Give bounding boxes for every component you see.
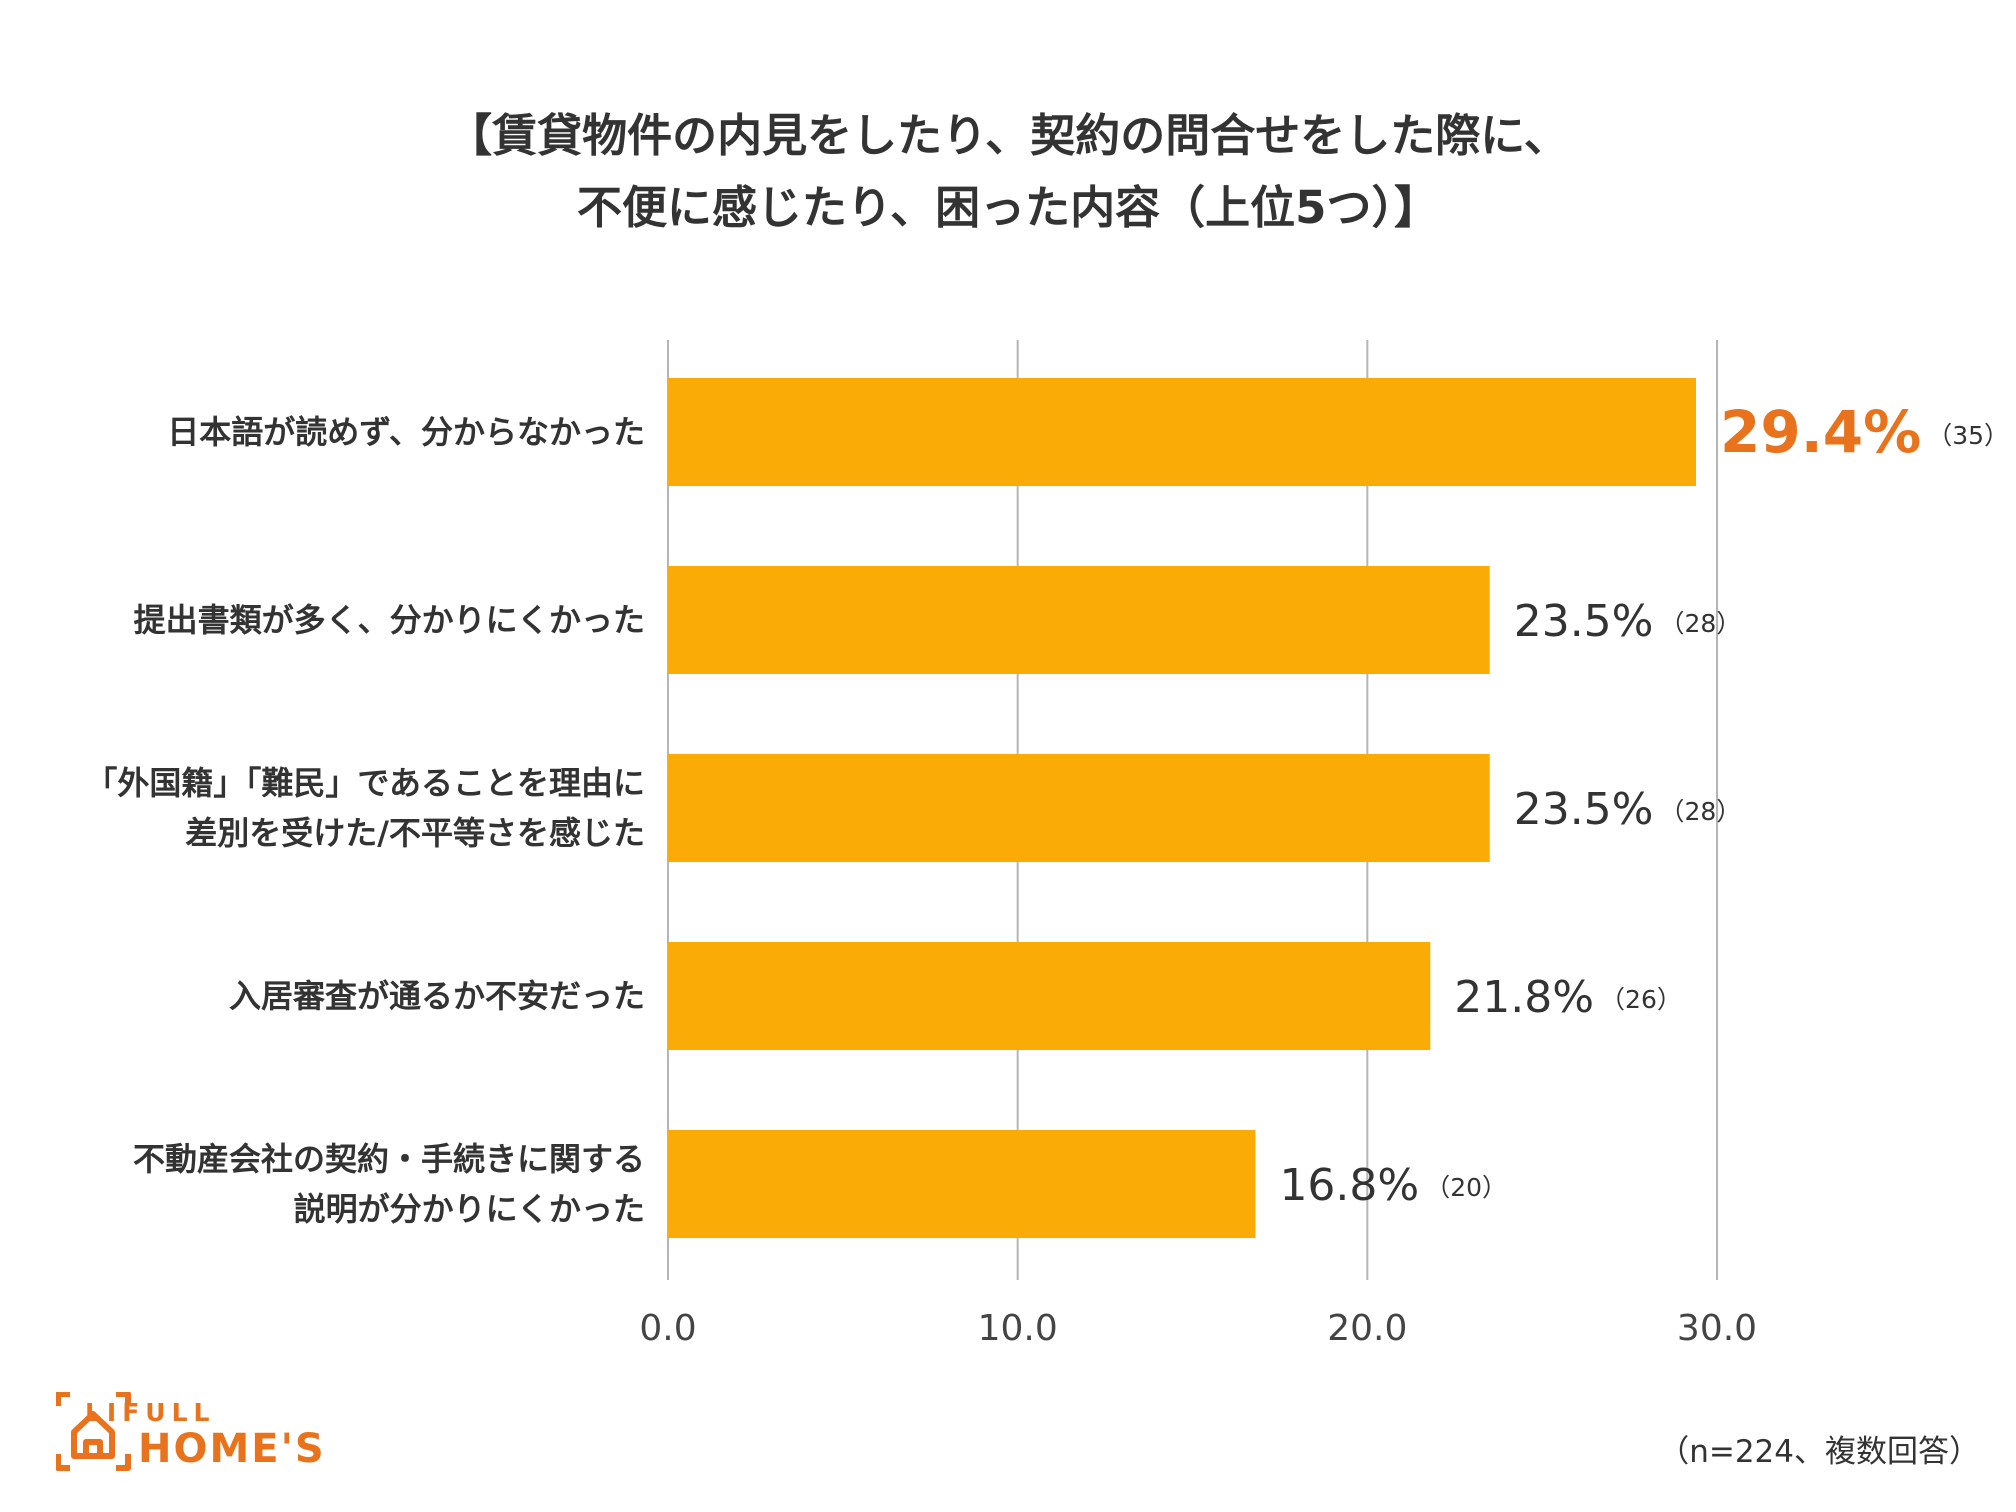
bar-1 xyxy=(668,566,1490,674)
bar-3 xyxy=(668,942,1431,1050)
category-label-4-1: 説明が分かりにくかった xyxy=(294,1190,645,1228)
house-icon xyxy=(56,1392,131,1471)
x-tick-label-1: 10.0 xyxy=(978,1308,1058,1349)
value-label-1: 23.5% xyxy=(1514,596,1654,647)
logo-mark xyxy=(56,1392,131,1471)
count-label-2: （28） xyxy=(1659,797,1741,826)
value-label-4: 16.8% xyxy=(1279,1160,1419,1211)
logo-brand-small: LIFULL xyxy=(85,1398,216,1427)
category-label-2-0: 「外国籍」「難民」であることを理由に xyxy=(85,764,645,802)
x-tick-label-3: 30.0 xyxy=(1677,1308,1757,1349)
category-label-1-0: 提出書類が多く、分かりにくかった xyxy=(134,601,645,639)
count-label-4: （20） xyxy=(1425,1173,1507,1202)
bar-0 xyxy=(668,378,1697,486)
bar-4 xyxy=(668,1130,1256,1238)
category-label-0-0: 日本語が読めず、分からなかった xyxy=(167,413,645,451)
count-label-3: （26） xyxy=(1600,985,1682,1014)
x-tick-label-0: 0.0 xyxy=(639,1308,696,1349)
sample-note: （n=224、複数回答） xyxy=(1658,1434,1980,1470)
chart-title-line-1: 【賃貸物件の内見をしたり、契約の問合せをした際に、 xyxy=(447,109,1569,162)
value-label-0: 29.4% xyxy=(1720,398,1921,466)
value-label-3: 21.8% xyxy=(1454,972,1594,1023)
bar-2 xyxy=(668,754,1490,862)
value-label-2: 23.5% xyxy=(1514,784,1654,835)
chart-title-line-2: 不便に感じたり、困った内容（上位5つ）】 xyxy=(576,181,1439,234)
chart-title: 【賃貸物件の内見をしたり、契約の問合せをした際に、 不便に感じたり、困った内容（… xyxy=(0,100,2016,244)
x-tick-label-2: 20.0 xyxy=(1327,1308,1407,1349)
category-label-4-0: 不動産会社の契約・手続きに関する xyxy=(133,1140,645,1178)
count-label-1: （28） xyxy=(1659,609,1741,638)
category-label-2-1: 差別を受けた/不平等さを感じた xyxy=(185,814,645,852)
count-label-0: （35） xyxy=(1927,421,2009,450)
category-label-3-0: 入居審査が通るか不安だった xyxy=(229,977,645,1015)
logo-brand-big: HOME'S xyxy=(138,1426,326,1472)
